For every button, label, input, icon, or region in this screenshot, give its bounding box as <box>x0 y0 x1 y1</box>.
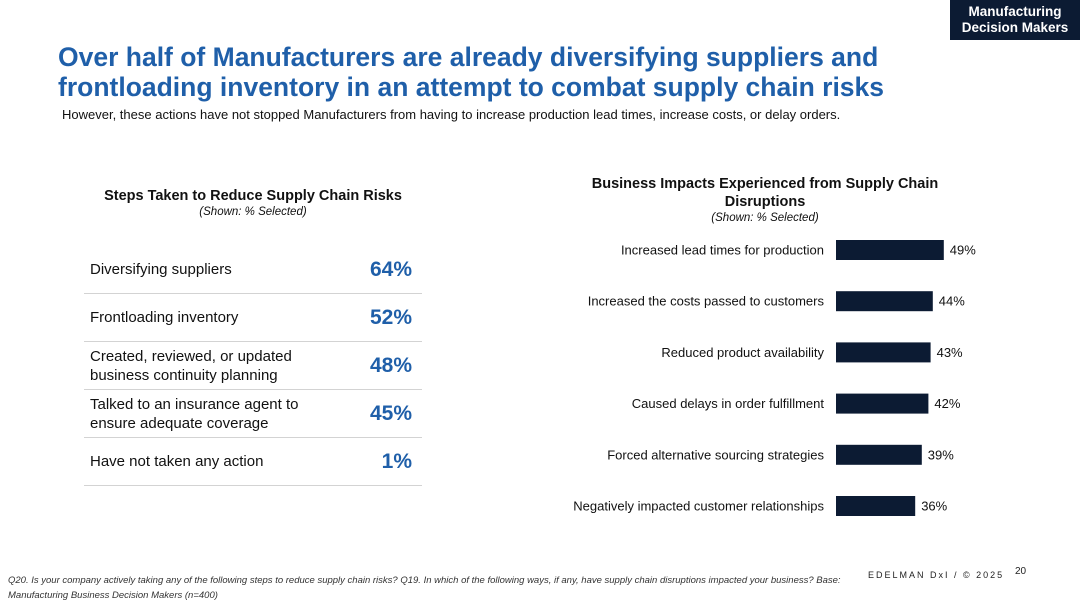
step-value: 64% <box>369 257 412 281</box>
table-row: Have not taken any action 1% <box>84 438 422 486</box>
chart-subtitle: (Shown: % Selected) <box>711 212 819 224</box>
brand-footer: EDELMAN DxI / © 2025 <box>868 570 1005 580</box>
category-label: Reduced product availability <box>661 345 824 360</box>
table-row: Frontloading inventory 52% <box>84 294 422 342</box>
badge-line-1: Manufacturing <box>968 4 1062 19</box>
step-label: Frontloading inventory <box>90 309 239 326</box>
bar <box>836 444 922 465</box>
steps-note: (Shown: % Selected) <box>199 206 307 218</box>
table-row: Diversifying suppliers 64% <box>84 246 422 294</box>
category-label: Forced alternative sourcing strategies <box>607 447 824 462</box>
step-label: Created, reviewed, or updated business c… <box>90 347 292 384</box>
category-label: Increased lead times for production <box>621 243 824 258</box>
badge-line-2: Decision Makers <box>961 20 1069 35</box>
value-label: 49% <box>950 243 976 258</box>
step-label: Have not taken any action <box>90 453 264 470</box>
category-label: Increased the costs passed to customers <box>588 294 825 309</box>
step-label: Talked to an insurance agent to ensure a… <box>90 395 299 432</box>
title-line-1: Over half of Manufacturers are already d… <box>58 42 879 72</box>
subheadline: However, these actions have not stopped … <box>62 107 841 122</box>
steps-table: Diversifying suppliers 64% Frontloading … <box>84 246 422 486</box>
bar <box>836 393 929 414</box>
step-value: 48% <box>369 353 412 377</box>
table-row: Talked to an insurance agent to ensure a… <box>84 390 422 438</box>
footnote: Q20. Is your company actively taking any… <box>8 575 841 601</box>
value-label: 36% <box>921 499 947 514</box>
step-label: Diversifying suppliers <box>90 261 232 278</box>
value-label: 39% <box>928 447 954 462</box>
page-title: Over half of Manufacturers are already d… <box>58 42 958 102</box>
chart-title: Business Impacts Experienced from Supply… <box>591 176 939 210</box>
page-number: 20 <box>1015 566 1027 577</box>
bar <box>836 240 944 260</box>
bar <box>836 291 933 312</box>
step-value: 52% <box>369 305 412 329</box>
category-label: Negatively impacted customer relationshi… <box>573 499 824 514</box>
bar <box>836 342 931 363</box>
audience-badge: Manufacturing Decision Makers <box>950 0 1080 40</box>
category-label: Caused delays in order fulfillment <box>632 396 825 411</box>
impacts-bar-chart: Increased lead times for production 49% In… <box>573 240 976 516</box>
step-value: 45% <box>369 401 412 425</box>
title-line-2: frontloading inventory in an attempt to … <box>58 72 885 102</box>
value-label: 44% <box>939 294 965 309</box>
table-row: Created, reviewed, or updated business c… <box>84 342 422 390</box>
step-value: 1% <box>381 449 412 473</box>
value-label: 42% <box>934 396 960 411</box>
steps-title: Steps Taken to Reduce Supply Chain Risks <box>104 188 402 204</box>
value-label: 43% <box>937 345 963 360</box>
bar <box>836 496 916 516</box>
